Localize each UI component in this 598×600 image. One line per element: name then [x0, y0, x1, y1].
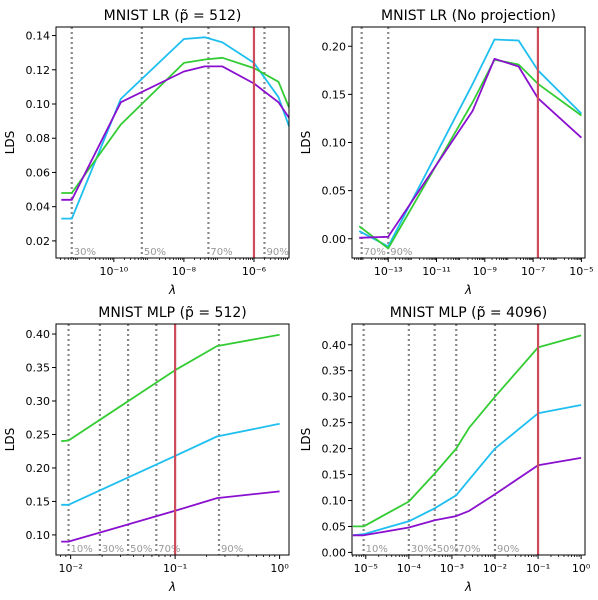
x-axis-label: λ	[464, 283, 472, 297]
series-line-cyan	[61, 36, 290, 220]
y-tick-label: 0.06	[26, 166, 51, 179]
percentile-label: 70%	[364, 247, 386, 258]
x-tick-label: 10⁻³	[440, 562, 464, 575]
series-line-cyan	[352, 404, 582, 537]
percentile-label: 50%	[144, 247, 166, 258]
x-tick-label: 10⁻⁴	[397, 562, 422, 575]
x-tick-label: 10⁻⁸	[172, 265, 197, 278]
y-tick-label: 0.14	[26, 30, 51, 43]
x-tick-label: 10⁻⁷	[521, 265, 545, 278]
chart-panel-1: MNIST LR (p̃ = 512) 30% 50% 70% 90% 0.02 0.04 0…	[3, 8, 290, 297]
y-tick-label: 0.40	[322, 339, 347, 352]
series-line-cyan	[61, 422, 280, 506]
x-tick-label: 10⁻¹	[163, 562, 187, 575]
y-tick-label: 0.05	[322, 185, 347, 198]
plot-frame	[55, 26, 290, 259]
percentile-label: 70%	[158, 544, 180, 555]
percentile-label: 10%	[366, 544, 388, 555]
y-axis-label: LDS	[3, 428, 17, 452]
series-line-purple	[359, 57, 583, 239]
percentile-label: 70%	[210, 247, 232, 258]
series-line-purple	[61, 490, 280, 543]
chart-panel-2: MNIST LR (No projection) 70% 90% 0.00 0.05 0.…	[299, 8, 593, 297]
percentile-label: 50%	[130, 544, 152, 555]
y-tick-label: 0.20	[322, 443, 347, 456]
y-tick-label: 0.15	[322, 469, 347, 482]
series-line-cyan	[358, 38, 583, 248]
percentile-label: 30%	[411, 544, 433, 555]
chart-title: MNIST MLP (p̃ = 512)	[98, 305, 247, 321]
y-axis-label: LDS	[3, 131, 17, 155]
x-tick-label: 10⁻¹⁰	[99, 265, 128, 278]
y-axis-label: LDS	[299, 428, 313, 452]
y-tick-label: 0.10	[322, 137, 347, 150]
y-tick-label: 0.00	[322, 233, 347, 246]
percentile-label: 50%	[437, 544, 459, 555]
y-tick-label: 0.20	[26, 462, 51, 475]
x-tick-label: 10⁰	[572, 562, 591, 575]
x-axis-label: λ	[464, 580, 472, 594]
y-tick-label: 0.35	[322, 365, 347, 378]
series-line-purple	[61, 65, 290, 201]
percentile-label: 30%	[102, 544, 124, 555]
series-line-green	[61, 333, 280, 443]
y-tick-label: 0.10	[322, 494, 347, 507]
x-tick-label: 10⁻¹¹	[422, 265, 451, 278]
y-tick-label: 0.08	[26, 132, 51, 145]
y-tick-label: 0.05	[322, 520, 347, 533]
y-tick-label: 0.20	[322, 40, 347, 53]
y-tick-label: 0.25	[26, 428, 51, 441]
x-tick-label: 10⁻¹	[526, 562, 550, 575]
percentile-label: 10%	[71, 544, 93, 555]
plot-frame	[351, 26, 586, 259]
percentile-label: 70%	[458, 544, 480, 555]
y-tick-label: 0.10	[26, 529, 51, 542]
plot-frame	[351, 323, 586, 556]
x-axis-label: λ	[168, 283, 176, 297]
percentile-label: 90%	[266, 247, 288, 258]
series-line-purple	[352, 457, 582, 537]
x-tick-label: 10⁰	[270, 562, 289, 575]
chart-title: MNIST LR (No projection)	[381, 8, 556, 24]
y-tick-label: 0.15	[26, 495, 51, 508]
x-tick-label: 10⁻²	[59, 562, 83, 575]
y-tick-label: 0.02	[26, 235, 51, 248]
y-tick-label: 0.10	[26, 98, 51, 111]
chart-panel-4: MNIST MLP (p̃ = 4096) 10% 30% 50% 70% 90% 0.00…	[299, 305, 591, 594]
y-tick-label: 0.04	[26, 201, 51, 214]
chart-title: MNIST MLP (p̃ = 4096)	[390, 305, 547, 321]
y-tick-label: 0.25	[322, 417, 347, 430]
percentile-label: 90%	[390, 247, 412, 258]
x-axis-label: λ	[168, 580, 176, 594]
y-tick-label: 0.40	[26, 328, 51, 341]
x-tick-label: 10⁻⁵	[354, 562, 378, 575]
x-tick-label: 10⁻¹³	[374, 265, 403, 278]
percentile-label: 90%	[221, 544, 243, 555]
y-tick-label: 0.30	[322, 391, 347, 404]
y-tick-label: 0.00	[322, 546, 347, 559]
y-tick-label: 0.35	[26, 362, 51, 375]
series-line-green	[61, 56, 290, 194]
series-line-green	[352, 334, 582, 528]
chart-panel-3: MNIST MLP (p̃ = 512) 10% 30% 50% 70% 90% 0.10 0…	[3, 305, 290, 594]
x-tick-label: 10⁻⁵	[569, 265, 593, 278]
y-tick-label: 0.12	[26, 64, 51, 77]
plot-frame	[55, 323, 290, 556]
x-tick-label: 10⁻⁹	[473, 265, 497, 278]
chart-title: MNIST LR (p̃ = 512)	[104, 8, 242, 24]
y-axis-label: LDS	[299, 131, 313, 155]
x-tick-label: 10⁻⁶	[242, 265, 267, 278]
x-tick-label: 10⁻²	[483, 562, 507, 575]
y-tick-label: 0.15	[322, 88, 347, 101]
percentile-label: 90%	[497, 544, 519, 555]
y-tick-label: 0.30	[26, 395, 51, 408]
percentile-label: 30%	[74, 247, 96, 258]
